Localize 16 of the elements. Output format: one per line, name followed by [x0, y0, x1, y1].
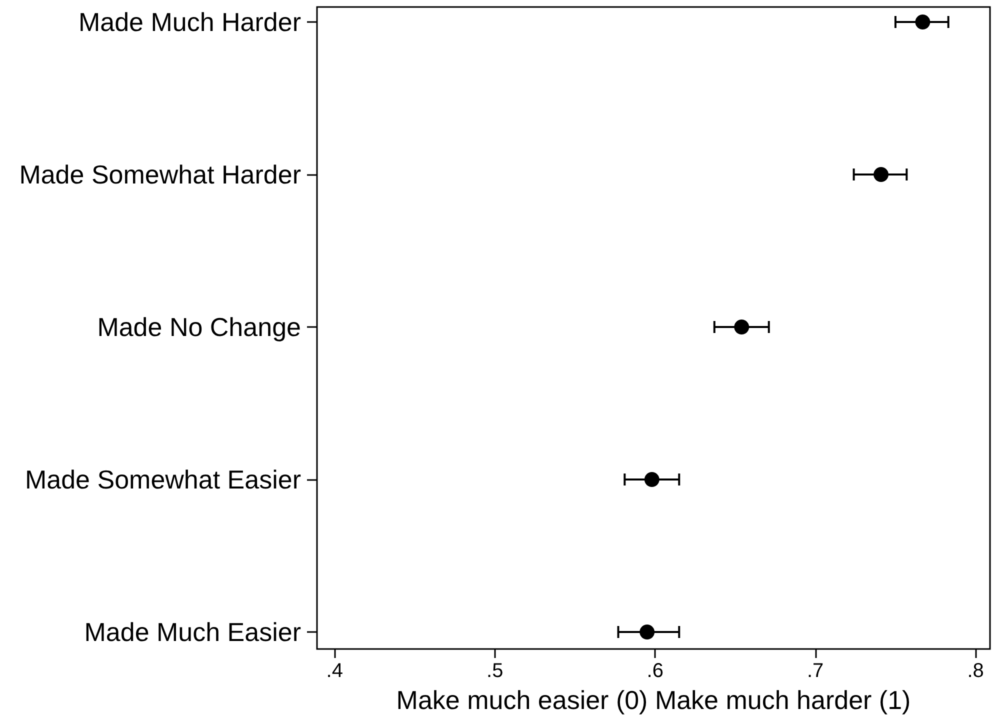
- y-tick-label: Made No Change: [97, 312, 301, 342]
- point: [644, 472, 660, 487]
- y-tick-label: Made Much Harder: [78, 7, 302, 37]
- y-tick-label: Made Somewhat Easier: [24, 464, 302, 494]
- point: [734, 320, 750, 334]
- x-tick-label: .4: [326, 660, 343, 682]
- y-tick-label: Made Somewhat Harder: [19, 160, 302, 190]
- point: [874, 167, 889, 182]
- y-tick-label: Made Much Easier: [84, 617, 302, 647]
- x-tick-label: .6: [646, 660, 664, 682]
- point: [915, 14, 930, 30]
- x-tick-label: .5: [486, 660, 504, 682]
- point: [640, 624, 655, 640]
- x-axis-title: Make much easier (0) Make much harder (1): [396, 685, 911, 715]
- x-tick-label: .7: [806, 660, 824, 682]
- x-tick-label: .8: [967, 660, 984, 682]
